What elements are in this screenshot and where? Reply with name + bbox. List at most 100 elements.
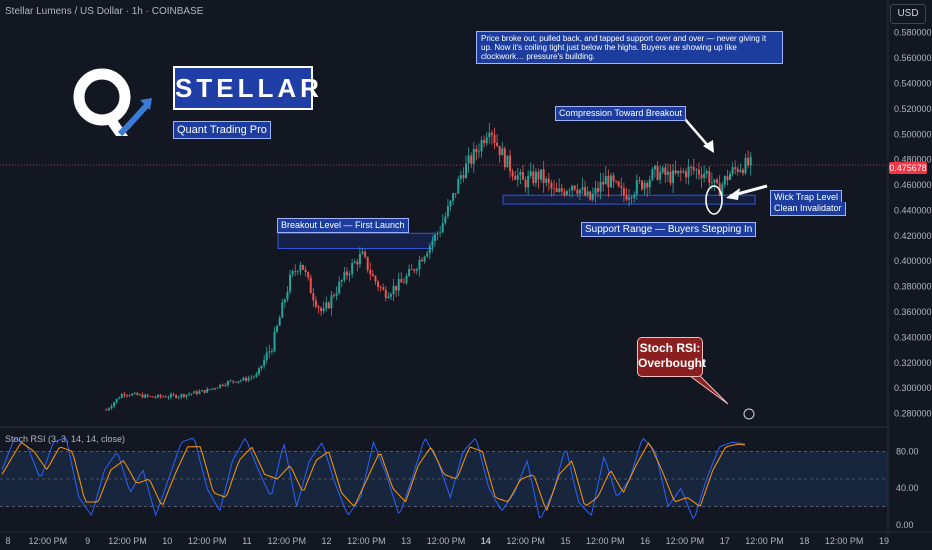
candle-body xyxy=(177,396,180,398)
candle-body xyxy=(123,394,126,396)
candle-body xyxy=(485,137,488,144)
candle-body xyxy=(389,294,392,297)
rsi-tick-label: 0.00 xyxy=(896,520,914,530)
candle-body xyxy=(747,157,750,166)
candle-body xyxy=(597,188,600,192)
breakout-label: Breakout Level — First Launch xyxy=(277,218,409,233)
candle-body xyxy=(630,197,633,199)
candle-body xyxy=(633,194,636,198)
candle-body xyxy=(113,402,116,407)
time-tick-label: 18 xyxy=(799,536,809,546)
candle-body xyxy=(511,171,514,177)
price-tick-label: 0.480000 xyxy=(894,155,932,165)
candle-body xyxy=(576,189,579,194)
candle-body xyxy=(400,279,403,283)
candle-body xyxy=(146,394,149,397)
candle-body xyxy=(700,174,703,179)
candle-body xyxy=(459,175,462,179)
candle-body xyxy=(162,396,165,398)
candle-body xyxy=(568,190,571,192)
candle-body xyxy=(441,222,444,233)
candle-body xyxy=(283,299,286,303)
candle-body xyxy=(586,191,589,196)
candle-body xyxy=(713,179,716,183)
candle-body xyxy=(731,167,734,174)
candle-body xyxy=(170,394,172,398)
candle-body xyxy=(454,193,457,194)
candle-body xyxy=(395,285,398,291)
analysis-note: Price broke out, pulled back, and tapped… xyxy=(476,31,783,64)
candle-body xyxy=(547,178,550,183)
candle-body xyxy=(213,388,216,390)
candle-body xyxy=(685,171,687,178)
chart-title: Stellar Lumens / US Dollar · 1h · COINBA… xyxy=(5,6,204,17)
candle-body xyxy=(428,245,431,254)
candle-body xyxy=(211,388,214,390)
price-tick-label: 0.440000 xyxy=(894,205,932,215)
candle-body xyxy=(625,195,628,200)
candle-body xyxy=(133,392,136,394)
candle-body xyxy=(426,253,429,257)
time-tick-label: 12:00 PM xyxy=(267,536,306,546)
price-tick-label: 0.420000 xyxy=(894,231,932,241)
candle-body xyxy=(358,253,361,265)
candle-body xyxy=(252,376,255,378)
candle-body xyxy=(449,200,452,206)
candle-body xyxy=(149,396,152,398)
candle-body xyxy=(364,251,367,257)
candle-body xyxy=(330,295,333,309)
candle-body xyxy=(232,380,235,382)
candle-body xyxy=(687,166,690,178)
candle-body xyxy=(307,272,310,278)
candle-body xyxy=(503,148,506,168)
candle-body xyxy=(188,394,191,395)
candle-body xyxy=(612,175,615,182)
candle-body xyxy=(501,148,504,156)
invalidator-label: Clean Invalidator xyxy=(770,202,846,216)
callout-line-2: Overbought xyxy=(638,356,706,370)
candle-body xyxy=(439,232,442,234)
price-tick-label: 0.360000 xyxy=(894,307,932,317)
candle-body xyxy=(309,277,312,294)
candle-body xyxy=(289,274,292,292)
candle-body xyxy=(128,395,131,397)
candle-body xyxy=(669,171,672,184)
candle-body xyxy=(226,381,229,386)
quant-logo-icon xyxy=(73,68,152,137)
callout-pointer xyxy=(688,375,729,405)
stoch-k-line xyxy=(1,437,746,520)
candle-body xyxy=(198,391,201,394)
candle-body xyxy=(260,365,263,369)
candle-body xyxy=(628,197,631,200)
candle-body xyxy=(563,191,566,195)
candle-body xyxy=(257,368,260,375)
candle-body xyxy=(571,185,574,191)
price-tick-label: 0.500000 xyxy=(894,129,932,139)
price-tick-label: 0.340000 xyxy=(894,332,932,342)
candle-body xyxy=(519,172,522,176)
currency-button[interactable]: USD xyxy=(890,4,926,24)
candle-body xyxy=(560,188,563,192)
candle-body xyxy=(353,261,356,263)
candle-body xyxy=(659,172,662,180)
candle-body xyxy=(532,171,535,184)
price-tick-label: 0.540000 xyxy=(894,78,932,88)
time-tick-label: 17 xyxy=(720,536,730,546)
candle-body xyxy=(591,193,594,200)
candle-body xyxy=(141,394,144,398)
candle-body xyxy=(421,259,424,262)
candle-body xyxy=(584,187,587,196)
price-tick-label: 0.460000 xyxy=(894,180,932,190)
candle-body xyxy=(521,172,524,180)
time-tick-label: 19 xyxy=(879,536,889,546)
candle-body xyxy=(604,175,607,185)
candle-body xyxy=(216,387,219,389)
time-tick-label: 14 xyxy=(481,536,491,546)
candle-body xyxy=(553,188,556,190)
candle-body xyxy=(377,281,380,288)
candle-body xyxy=(201,390,204,392)
candle-body xyxy=(281,302,284,318)
candle-body xyxy=(107,408,110,410)
